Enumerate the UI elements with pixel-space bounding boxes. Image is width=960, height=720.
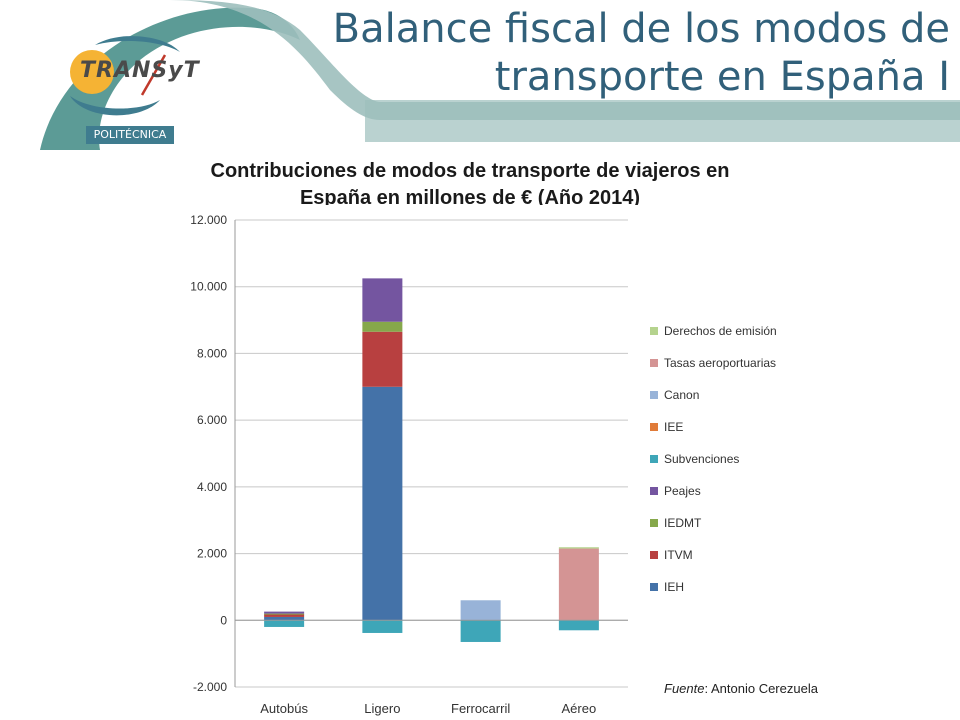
y-tick-label: 12.000: [190, 213, 227, 227]
legend-swatch: [650, 455, 658, 463]
legend-label: ITVM: [664, 548, 693, 562]
y-tick-label: 0: [220, 613, 227, 627]
logo-wave-icon: [70, 96, 160, 116]
bar-segment-iedmt: [264, 613, 305, 615]
header-decoration: [0, 0, 960, 150]
logo-badge: POLITÉCNICA: [86, 126, 174, 144]
legend-swatch: [650, 327, 658, 335]
legend-label: IEE: [664, 420, 683, 434]
slide-title-line1: Balance fiscal de los modos de: [332, 6, 950, 52]
legend-swatch: [650, 487, 658, 495]
x-tick-label: Aéreo: [562, 701, 597, 716]
legend-label: IEDMT: [664, 516, 702, 530]
logo-sun-icon: [70, 50, 114, 94]
y-tick-label: 2.000: [197, 547, 227, 561]
axis-layer: -2.000 0 2.000 4.000 6.000 8.000 10.000 12.000 A…: [190, 213, 628, 716]
chart-title: Contribuciones de modos de transporte de…: [70, 158, 870, 212]
bar-segment-itvm: [362, 331, 403, 387]
legend-label: Peajes: [664, 484, 701, 498]
legend-label: Canon: [664, 388, 699, 402]
bar-segment-subvenciones: [460, 620, 501, 642]
bar-segment-subvenciones: [264, 620, 305, 627]
bar-segment-peajes: [264, 611, 305, 614]
legend-swatch: [650, 423, 658, 431]
legend-swatch: [650, 583, 658, 591]
logo-slash-icon: [140, 54, 167, 96]
y-tick-label: -2.000: [193, 680, 227, 694]
chart-title-line1: Contribuciones de modos de transporte de…: [210, 160, 730, 182]
slide-title-line2: transporte en España I: [494, 54, 950, 100]
y-tick-label: 4.000: [197, 480, 227, 494]
legend-label: IEH: [664, 580, 684, 594]
legend-label: Derechos de emisión: [664, 324, 777, 338]
bar-segment-itvm: [264, 614, 305, 617]
bar-segment-peajes: [362, 278, 403, 322]
legend: Derechos de emisión Tasas aeroportuarias C…: [650, 324, 777, 594]
bar-segment-subvenciones: [362, 620, 403, 633]
logo-arc-icon: [95, 36, 180, 52]
x-tick-label: Ligero: [364, 701, 400, 716]
legend-swatch: [650, 359, 658, 367]
bar-segment-iedmt: [362, 321, 403, 332]
y-tick-label: 10.000: [190, 280, 227, 294]
bar-segment-tasas-aeroportuarias: [558, 548, 599, 621]
stacked-bar-chart: -2.000 0 2.000 4.000 6.000 8.000 10.000 12.000 A…: [172, 205, 800, 720]
header-bar: [365, 100, 960, 142]
y-tick-label: 6.000: [197, 413, 227, 427]
y-tick-label: 8.000: [197, 346, 227, 360]
bar-segment-ieh: [362, 386, 403, 621]
chart-title-line2: España en millones de € (Año 2014): [299, 187, 641, 209]
x-tick-label: Ferrocarril: [451, 701, 510, 716]
source-note: Fuente: Antonio Cerezuela: [664, 681, 818, 696]
logo-name: TRANSyT: [80, 58, 200, 83]
bar-segment-canon: [460, 600, 501, 621]
source-text: : Antonio Cerezuela: [704, 681, 818, 696]
bar-layer: [264, 278, 599, 642]
bar-segment-derechos-de-emisión: [558, 547, 599, 549]
legend-swatch: [650, 551, 658, 559]
bar-segment-ieh: [264, 616, 305, 621]
source-label: Fuente: [664, 681, 705, 696]
bar-segment-subvenciones: [558, 620, 599, 631]
legend-label: Tasas aeroportuarias: [664, 356, 776, 370]
legend-swatch: [650, 391, 658, 399]
x-tick-label: Autobús: [260, 701, 308, 716]
legend-swatch: [650, 519, 658, 527]
legend-label: Subvenciones: [664, 452, 739, 466]
